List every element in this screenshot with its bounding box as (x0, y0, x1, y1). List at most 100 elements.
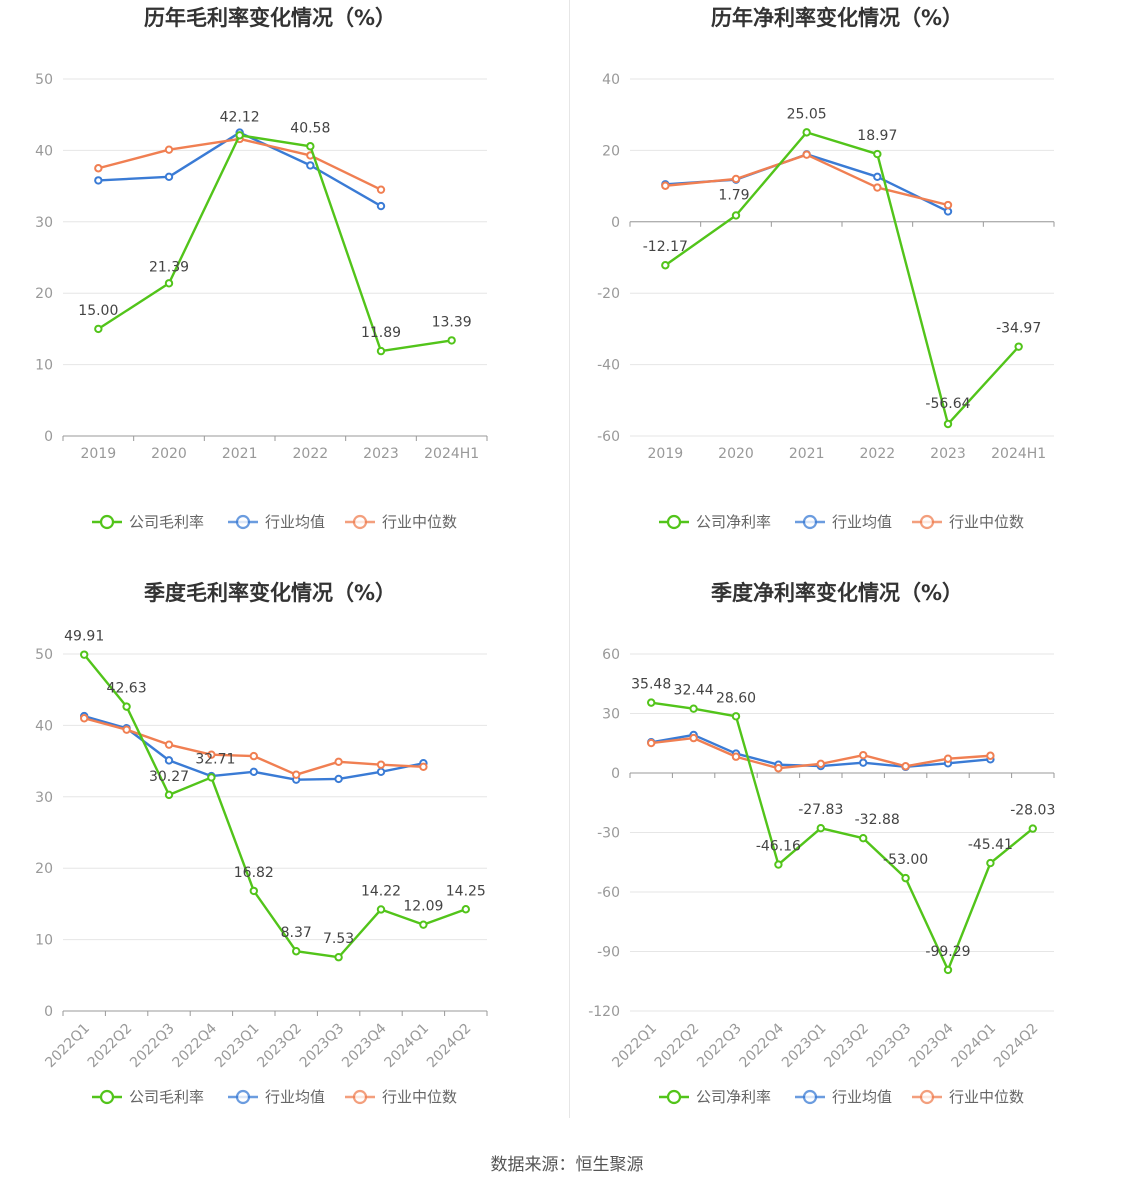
data-point-company (122, 702, 131, 711)
data-label: 42.12 (220, 109, 260, 125)
legend-item-company: 公司毛利率 (92, 513, 204, 531)
legend-item-avg: 行业均值 (795, 1088, 892, 1106)
x-tick-label: 2024Q1 (949, 1020, 1000, 1071)
x-tick-label: 2023Q3 (864, 1020, 915, 1071)
chart-panel-quarterly-gross-margin: 季度毛利率变化情况（%） 0 10 20 30 40 50 2022Q1 2022Q2 2022Q… (0, 575, 567, 1150)
series-line-company (97, 134, 452, 353)
legend-label: 行业中位数 (949, 1088, 1024, 1106)
data-label: 35.48 (631, 677, 671, 693)
data-point-company (901, 873, 910, 883)
legend-label: 行业中位数 (382, 1088, 457, 1106)
data-point-median (376, 760, 386, 769)
x-tick-label: 2023Q4 (339, 1020, 390, 1071)
y-tick-label: 10 (35, 358, 53, 374)
panel-divider (569, 0, 570, 1118)
x-tick-label: 2023Q2 (254, 1020, 305, 1071)
data-label: 49.91 (64, 629, 104, 645)
legend-label: 公司毛利率 (129, 513, 204, 531)
data-point-avg (164, 172, 174, 182)
series-line-company (664, 131, 1020, 426)
data-point-company (731, 712, 741, 721)
x-tick-label: 2020 (151, 446, 187, 462)
series-line-company (651, 701, 1034, 972)
x-tick-label: 2022Q3 (127, 1020, 178, 1071)
x-tick-label: 2024H1 (991, 446, 1046, 462)
data-label: -32.88 (855, 812, 900, 828)
data-point-median (647, 738, 656, 748)
data-label: -46.16 (756, 839, 801, 855)
data-point-company (859, 834, 868, 843)
chart-title: 季度净利率变化情况（%） (711, 581, 963, 605)
data-label: -28.03 (1010, 803, 1055, 819)
data-point-company (306, 142, 315, 151)
data-label: 32.44 (674, 683, 714, 699)
x-tick-label: 2022Q2 (652, 1020, 703, 1071)
legend-marker (919, 1089, 935, 1105)
data-point-company (80, 650, 89, 659)
data-point-median (80, 714, 89, 723)
legend-marker (802, 1089, 818, 1105)
legend-marker (99, 514, 115, 530)
data-point-company (376, 346, 386, 356)
y-tick-label: -60 (597, 885, 620, 901)
data-point-company (334, 953, 343, 962)
data-point-company (689, 704, 698, 713)
legend-marker (352, 1089, 368, 1105)
data-point-median (802, 150, 811, 159)
data-point-median (901, 762, 910, 771)
x-tick-label: 2020 (718, 446, 754, 462)
legend-marker (99, 1089, 115, 1105)
data-point-median (122, 725, 131, 734)
legend-item-median: 行业中位数 (345, 1088, 457, 1106)
data-label: -56.64 (925, 396, 970, 412)
data-point-company (873, 149, 882, 159)
data-point-avg (376, 201, 386, 211)
data-point-median (859, 750, 868, 760)
x-tick-label: 2022Q3 (694, 1020, 745, 1071)
data-point-company (943, 419, 953, 429)
data-point-avg (249, 767, 259, 777)
data-label: -27.83 (798, 802, 843, 818)
x-tick-label: 2023Q1 (779, 1020, 830, 1071)
y-tick-label: 30 (35, 215, 53, 231)
y-tick-label: 20 (35, 286, 53, 302)
data-label: 21.39 (149, 259, 189, 275)
data-point-company (647, 698, 656, 707)
y-tick-label: 0 (611, 215, 620, 231)
legend-item-avg: 行业均值 (795, 513, 892, 531)
y-tick-label: 40 (35, 718, 53, 734)
x-tick-label: 2022 (293, 446, 329, 462)
data-point-company (376, 905, 386, 914)
chart-quarterly-gross-margin: 季度毛利率变化情况（%）010203040502022Q12022Q22022Q… (35, 581, 488, 1106)
data-label: -12.17 (643, 239, 688, 255)
y-tick-label: -60 (597, 429, 620, 445)
y-tick-label: 50 (35, 647, 53, 663)
data-point-company (774, 860, 783, 869)
legend-label: 公司净利率 (696, 513, 771, 531)
legend-label: 行业中位数 (382, 513, 457, 531)
legend-label: 公司毛利率 (129, 1088, 204, 1106)
data-point-avg (94, 176, 103, 185)
data-label: 14.25 (446, 883, 486, 899)
y-tick-label: 10 (35, 933, 53, 949)
data-label: 7.53 (323, 931, 354, 947)
legend-label: 行业均值 (832, 513, 892, 531)
data-point-company (419, 920, 428, 929)
data-point-company (1028, 824, 1037, 833)
data-label: -34.97 (996, 321, 1041, 337)
data-label: 11.89 (361, 325, 401, 341)
data-label: 40.58 (290, 120, 330, 136)
x-tick-label: 2024H1 (424, 446, 479, 462)
data-point-median (689, 733, 698, 743)
legend-marker (802, 514, 818, 530)
data-point-median (249, 751, 259, 761)
y-tick-label: -40 (597, 358, 620, 374)
x-tick-label: 2022 (860, 446, 896, 462)
data-point-median (419, 762, 428, 772)
data-point-company (164, 790, 174, 800)
data-point-median (292, 770, 301, 779)
legend-item-company: 公司净利率 (659, 513, 771, 531)
legend-item-company: 公司净利率 (659, 1088, 771, 1106)
data-label: 32.71 (195, 751, 235, 767)
data-point-median (816, 759, 826, 769)
